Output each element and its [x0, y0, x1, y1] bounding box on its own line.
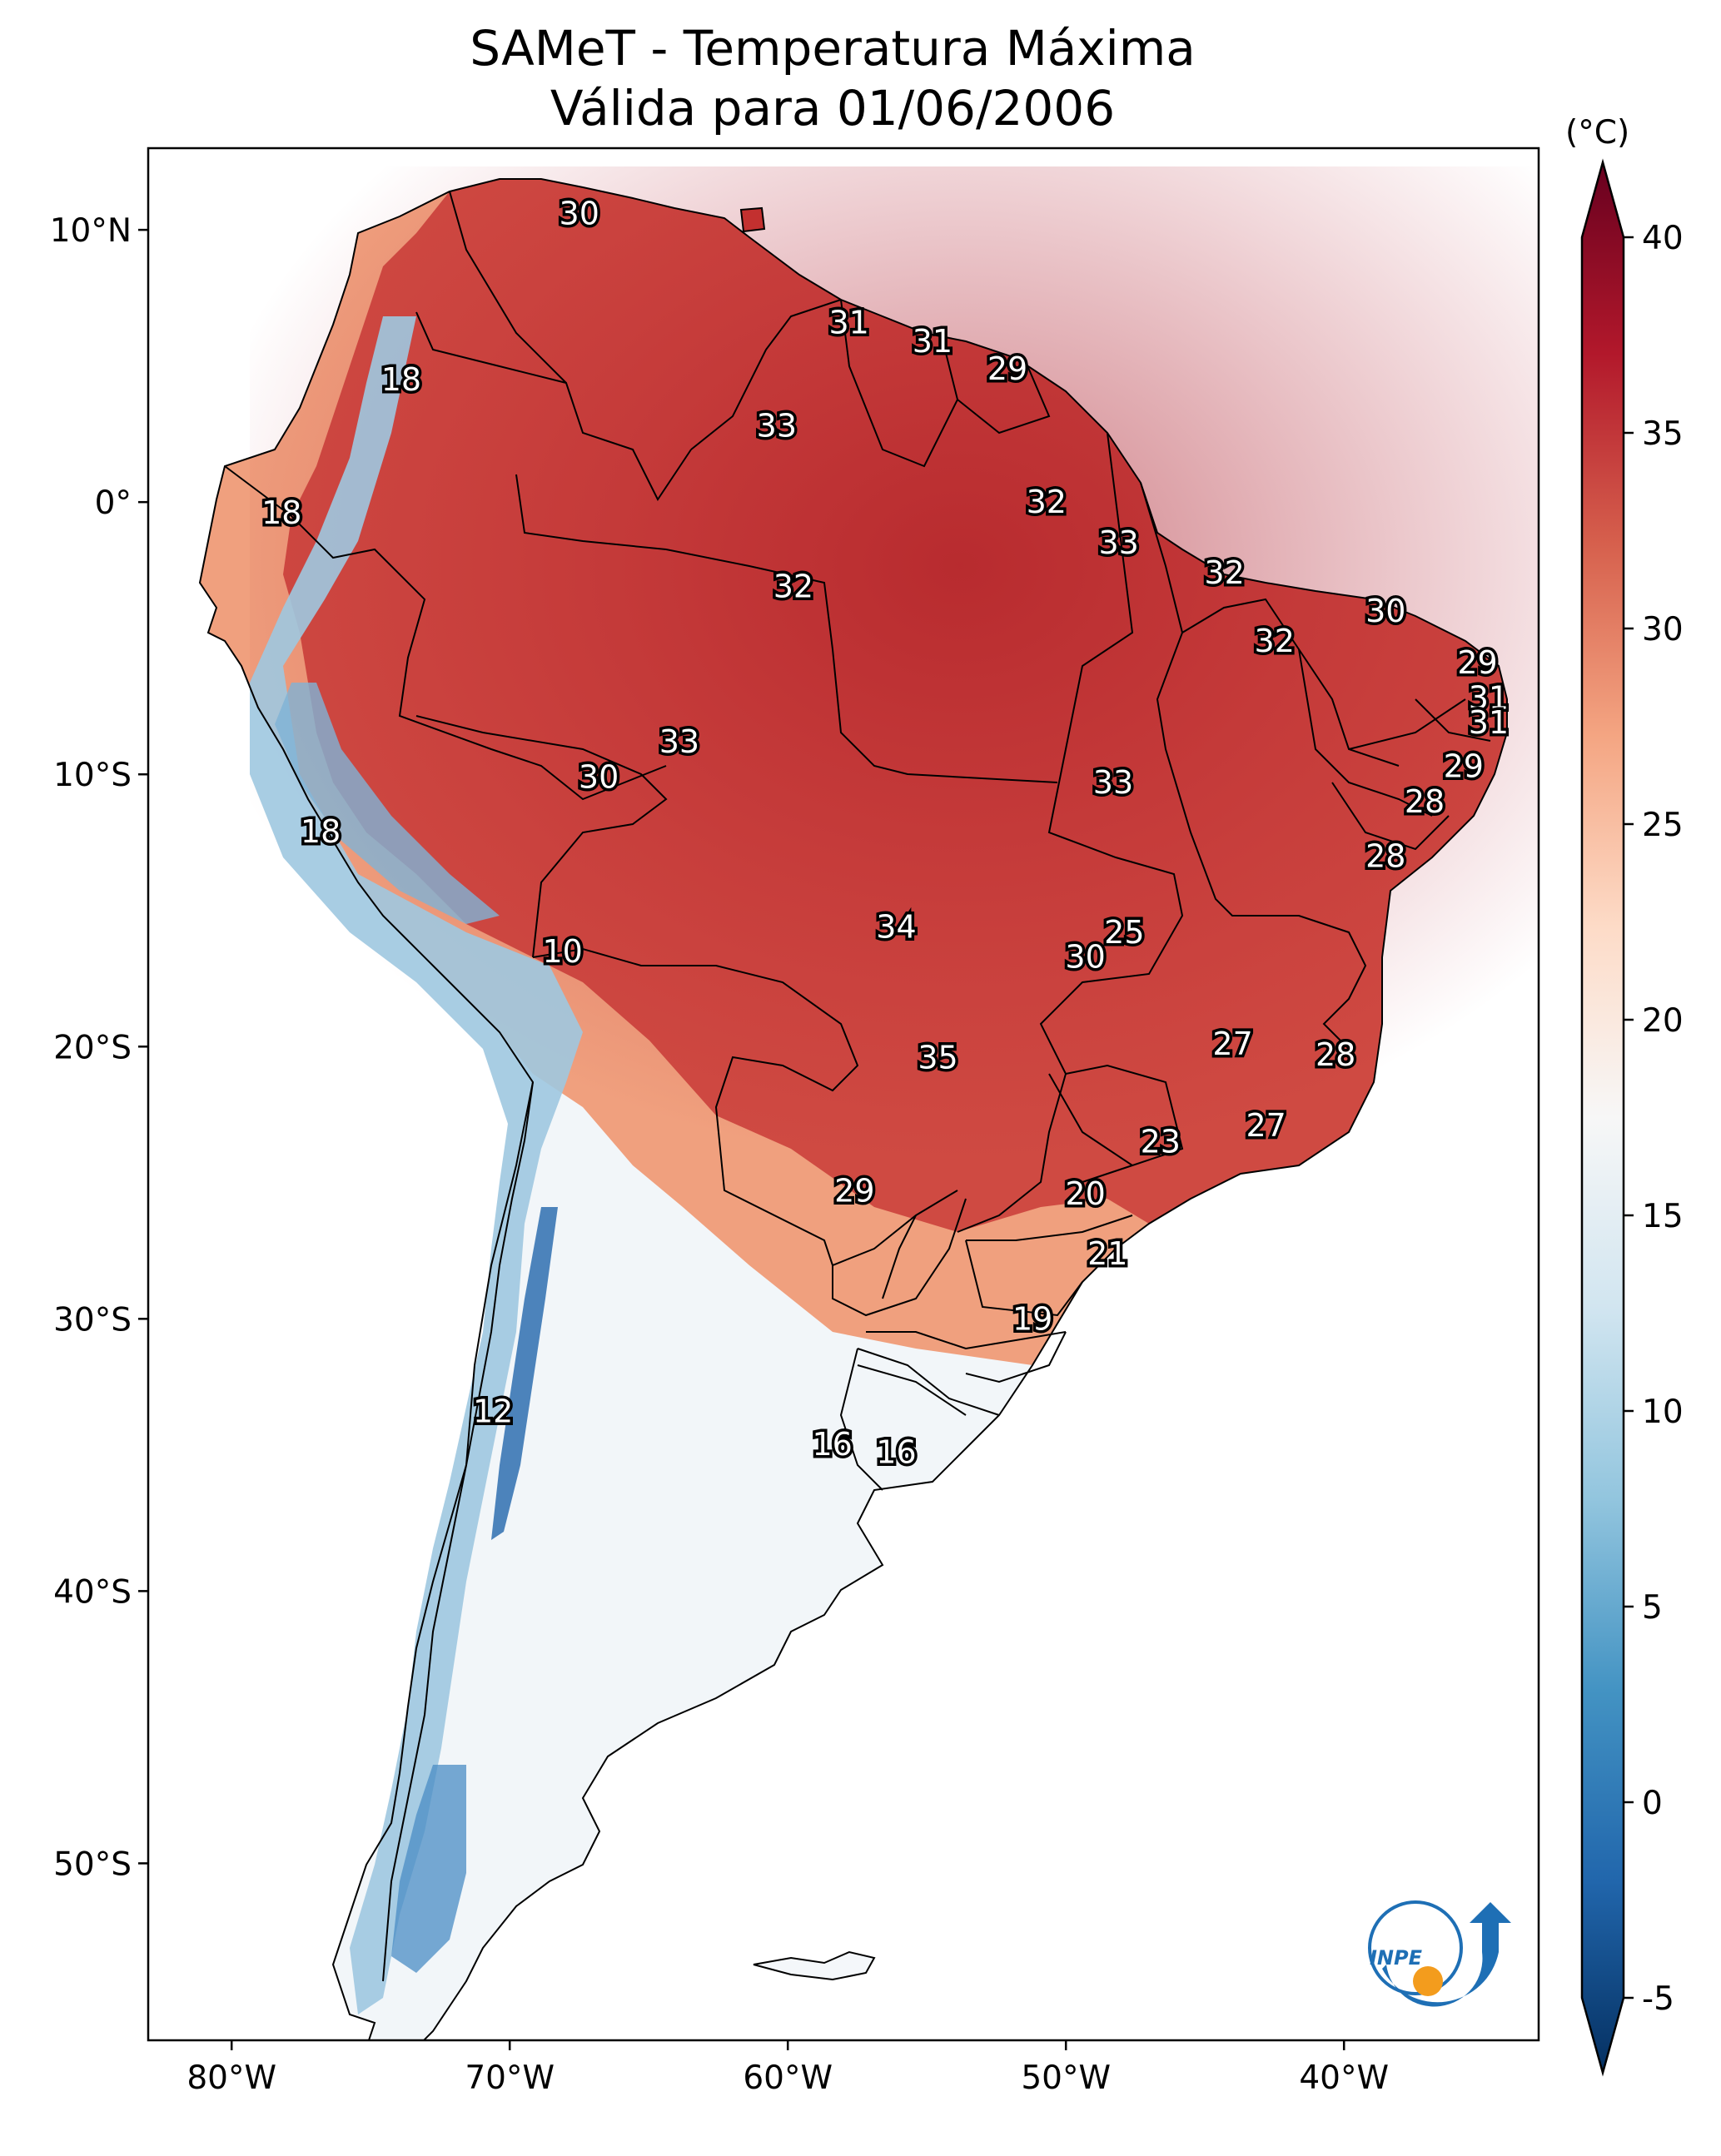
lat-tick-label: 10°N — [50, 212, 132, 250]
station-temperature-label: 30 — [560, 195, 599, 231]
lat-tick-label: 30°S — [53, 1301, 132, 1339]
patagonia-dark-core — [391, 1765, 466, 1973]
lon-tick-label: 40°W — [1299, 2059, 1389, 2097]
station-temperature-label: 30 — [1365, 593, 1405, 629]
station-temperature-label: 35 — [918, 1039, 957, 1076]
colorbar-unit: (°C) — [1565, 114, 1629, 152]
map-frame — [147, 147, 1540, 2042]
lat-tick-label: 10°S — [53, 757, 132, 794]
station-temperature-label: 32 — [773, 569, 813, 605]
station-temperature-label: 29 — [987, 350, 1027, 387]
lon-tick-label: 60°W — [743, 2059, 833, 2097]
station-temperature-label: 28 — [1316, 1036, 1355, 1073]
station-temperature-label: 18 — [261, 494, 301, 531]
trinidad-island — [739, 206, 766, 233]
station-temperature-label: 16 — [876, 1434, 916, 1471]
latitude-axis: 10°N 0° 10°S 20°S 30°S 40°S 50°S — [50, 212, 148, 1883]
station-temperature-label: 33 — [1098, 524, 1138, 561]
lat-tick-label: 0° — [95, 484, 132, 522]
station-temperature-label: 25 — [1104, 914, 1144, 951]
title-line-2: Válida para 01/06/2006 — [550, 80, 1115, 137]
colorbar-tick-label: 20 — [1642, 1002, 1684, 1040]
colorbar-tick-label: 40 — [1642, 220, 1684, 257]
colorbar-tick-label: 5 — [1642, 1589, 1663, 1627]
station-temperature-label: 34 — [876, 908, 916, 945]
station-temperature-label: 21 — [1087, 1235, 1127, 1272]
station-temperature-label: 10 — [542, 933, 582, 970]
colorbar-tick-label: 25 — [1642, 807, 1684, 844]
lat-tick-label: 40°S — [53, 1573, 132, 1611]
station-temperature-label: 33 — [1093, 764, 1133, 801]
colorbar-tick-label: 10 — [1642, 1393, 1684, 1431]
station-temperature-label: 18 — [381, 361, 421, 398]
station-temperature-label: 12 — [473, 1393, 513, 1430]
station-temperature-label: 32 — [1255, 623, 1295, 659]
colorbar — [1580, 158, 1625, 2077]
station-temperature-label: 31 — [829, 304, 869, 340]
logo-text: INPE — [1370, 1946, 1423, 1970]
country-borders — [198, 178, 1508, 2040]
station-temperature-label: 29 — [834, 1173, 874, 1210]
colorbar-tick-label: 0 — [1642, 1785, 1663, 1822]
station-temperature-label: 33 — [757, 408, 797, 445]
station-temperature-label: 27 — [1212, 1026, 1252, 1062]
lat-tick-label: 20°S — [53, 1029, 132, 1066]
station-temperature-label: 32 — [1027, 484, 1067, 520]
logo-swoosh — [1382, 1902, 1511, 2007]
station-temperature-label: 28 — [1405, 783, 1445, 820]
title-line-1: SAMeT - Temperatura Máxima — [470, 20, 1196, 77]
colorbar-bar — [1580, 158, 1625, 2077]
logo-sun — [1413, 1966, 1443, 1996]
colorbar-tick-label: 30 — [1642, 611, 1684, 648]
station-temperature-label: 30 — [1065, 938, 1105, 975]
station-temperature-label: 31 — [1469, 704, 1509, 741]
station-temperature-label: 19 — [1012, 1300, 1052, 1337]
station-temperature-label: 32 — [1204, 554, 1244, 591]
station-temperature-label: 30 — [579, 758, 619, 795]
falkland-islands — [753, 1950, 876, 1981]
station-temperature-label: 20 — [1065, 1175, 1105, 1212]
longitude-axis: 80°W 70°W 60°W 50°W 40°W — [187, 2040, 1389, 2097]
peru-cold-patch — [275, 683, 500, 924]
hot-core — [250, 166, 1539, 1165]
station-temperature-label: 27 — [1246, 1107, 1286, 1144]
andes-dark-core — [491, 1207, 558, 1540]
colorbar-ticks: 40 35 30 25 20 15 10 5 0 -5 — [1624, 220, 1684, 2018]
lon-tick-label: 80°W — [187, 2059, 276, 2097]
station-temperature-label: 23 — [1141, 1124, 1181, 1160]
station-temperature-label: 29 — [1457, 644, 1497, 681]
station-temperature-label: 31 — [1469, 680, 1509, 717]
inpe-logo: INPE — [1368, 1900, 1511, 2007]
lon-tick-label: 50°W — [1021, 2059, 1111, 2097]
colorbar-tick-label: -5 — [1642, 1980, 1674, 2018]
lat-tick-label: 50°S — [53, 1846, 132, 1883]
station-temperature-label: 16 — [812, 1426, 852, 1463]
lon-tick-label: 70°W — [465, 2059, 555, 2097]
colorbar-tick-label: 35 — [1642, 415, 1684, 453]
station-temperature-label: 33 — [659, 723, 699, 760]
station-temperature-label: 28 — [1365, 837, 1405, 874]
station-temperature-label: 18 — [301, 813, 341, 850]
colorbar-tick-label: 15 — [1642, 1198, 1684, 1235]
station-temperature-label: 31 — [913, 323, 953, 360]
logo-ring — [1368, 1900, 1463, 1995]
station-temperature-label: 29 — [1444, 748, 1484, 784]
